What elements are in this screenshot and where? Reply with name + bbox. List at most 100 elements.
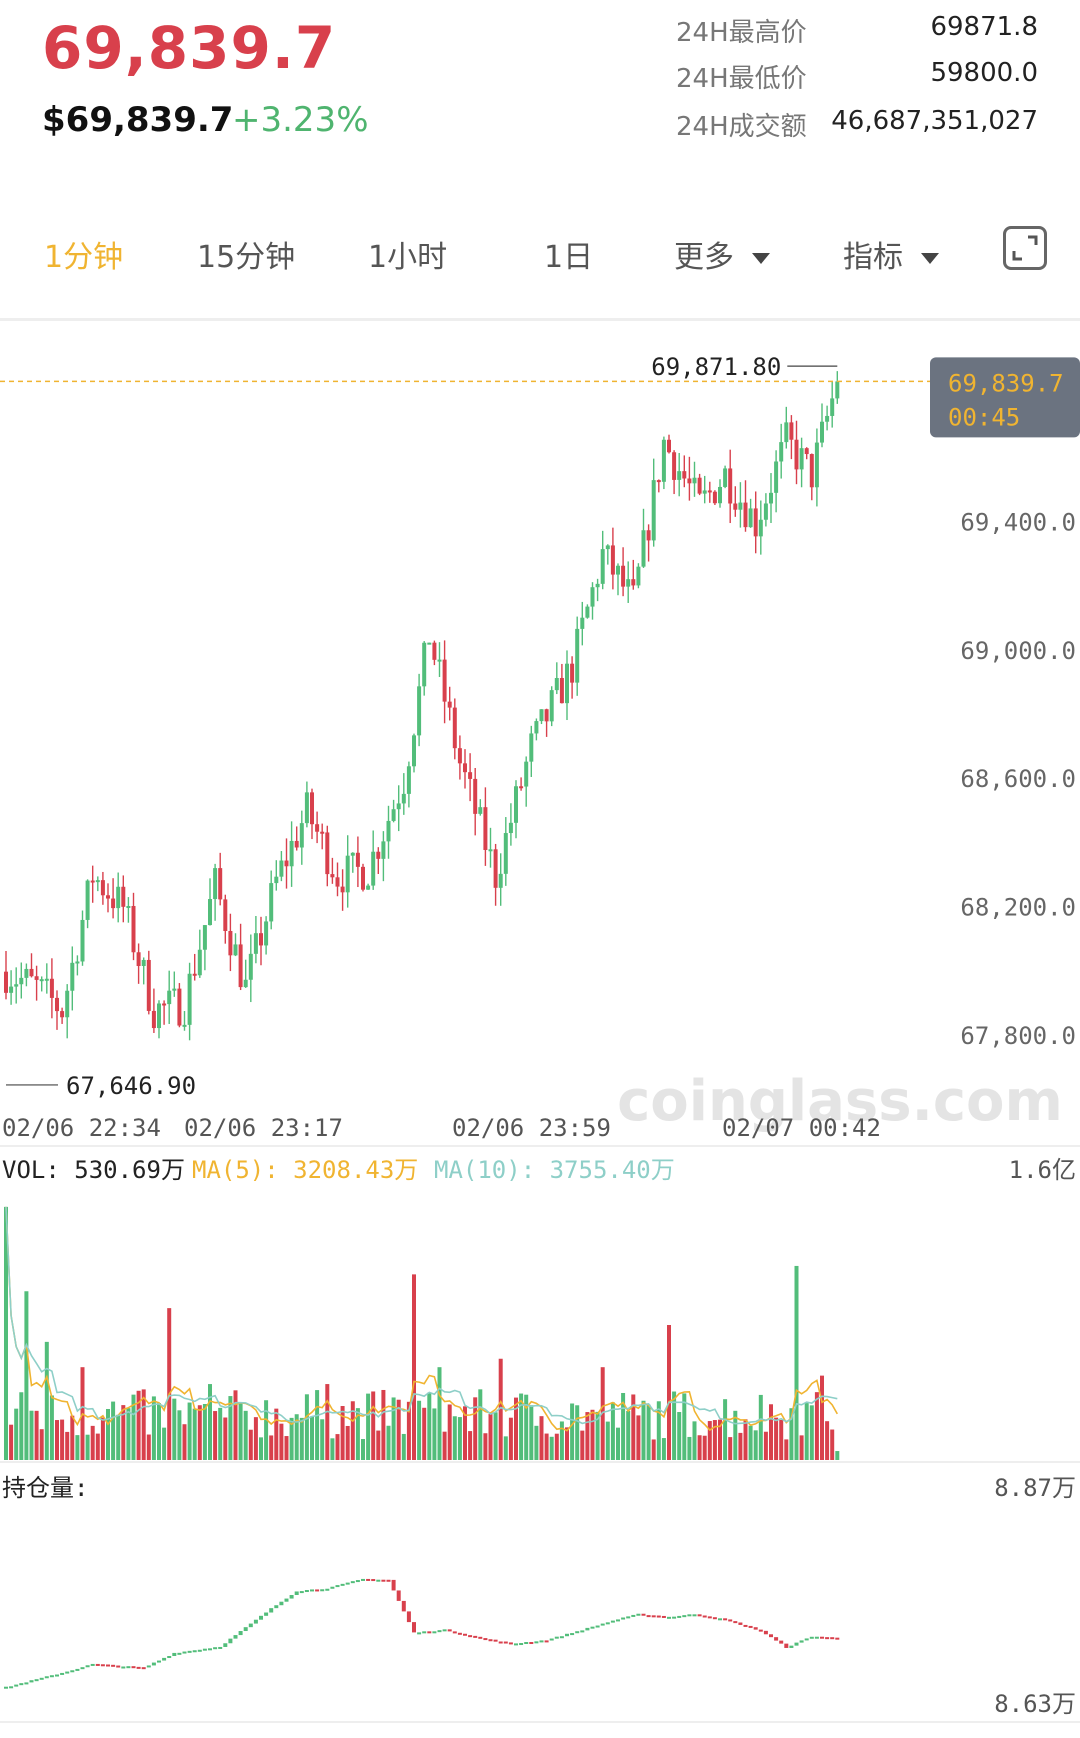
candle-body xyxy=(718,486,722,504)
volume-bar xyxy=(213,1411,218,1460)
tab-1h[interactable]: 1小时 xyxy=(368,240,448,275)
candle-body xyxy=(19,977,24,985)
oi-bar xyxy=(498,1641,503,1644)
candle-body xyxy=(315,824,320,832)
volume-bar xyxy=(697,1435,702,1460)
volume-bar xyxy=(136,1390,141,1460)
oi-bar xyxy=(106,1664,110,1667)
candle-body xyxy=(391,809,396,821)
volume-bar xyxy=(126,1408,131,1460)
candle-body xyxy=(610,545,615,575)
volume-bar xyxy=(422,1407,427,1460)
volume-bar xyxy=(157,1403,161,1460)
volume-bar xyxy=(412,1274,416,1460)
candle-body xyxy=(90,880,95,883)
candle-body xyxy=(371,851,376,886)
volume-bar xyxy=(605,1421,610,1460)
oi-bar xyxy=(85,1665,90,1668)
candle-body xyxy=(595,583,600,588)
candle-body xyxy=(335,877,340,887)
volume-bar xyxy=(253,1417,258,1460)
expand-icon[interactable] xyxy=(1003,226,1047,270)
candle-body xyxy=(95,880,100,883)
caret-down-icon xyxy=(921,253,939,264)
candle-body xyxy=(202,925,207,950)
candle-body xyxy=(493,849,498,888)
candle-body xyxy=(238,944,243,988)
caret-down-icon xyxy=(752,253,770,264)
ma10-line xyxy=(5,1206,838,1425)
last-price-tag xyxy=(930,357,1080,438)
oi-bar xyxy=(60,1672,65,1675)
tab-1d[interactable]: 1日 xyxy=(544,240,594,275)
candle-body xyxy=(126,905,131,908)
candle-body xyxy=(208,899,212,926)
volume-bar xyxy=(116,1414,121,1460)
volume-bar xyxy=(814,1392,819,1460)
tab-1m[interactable]: 1分钟 xyxy=(44,240,124,275)
candle-body xyxy=(85,880,90,920)
oi-bar xyxy=(600,1623,605,1626)
volume-bar xyxy=(712,1420,717,1460)
volume-bar xyxy=(151,1396,156,1460)
volume-bar xyxy=(610,1402,615,1460)
high-price-label: 69,871.80 xyxy=(651,353,781,381)
oi-bar xyxy=(636,1613,641,1616)
candle-body xyxy=(279,860,284,877)
volume-bar xyxy=(406,1401,411,1460)
volume-label: VOL: 530.69万 xyxy=(2,1156,185,1184)
volume-bar xyxy=(728,1437,733,1460)
oi-bar xyxy=(412,1622,416,1633)
oi-bar xyxy=(733,1621,738,1624)
volume-bar xyxy=(4,1206,8,1460)
volume-bar xyxy=(330,1438,335,1460)
oi-bar xyxy=(539,1640,544,1643)
oi-bar xyxy=(259,1615,263,1620)
candle-body xyxy=(228,931,233,956)
oi-bar xyxy=(503,1641,508,1644)
oi-bar xyxy=(682,1615,687,1618)
oi-bar xyxy=(228,1638,233,1644)
candle-body xyxy=(218,868,223,900)
oi-bar xyxy=(463,1633,467,1636)
volume-bar xyxy=(799,1435,804,1460)
oi-bar xyxy=(177,1652,182,1655)
oi-bar xyxy=(315,1589,320,1592)
oi-bar xyxy=(814,1636,819,1639)
oi-bar xyxy=(233,1635,238,1639)
volume-bar xyxy=(259,1437,263,1460)
oi-bar xyxy=(799,1640,804,1643)
oi-bar xyxy=(565,1633,569,1637)
candle-body xyxy=(549,690,554,722)
candle-body xyxy=(478,807,483,814)
tab-indicators[interactable]: 指标 xyxy=(843,232,939,276)
tab-15m[interactable]: 15分钟 xyxy=(197,240,296,275)
volume-bar xyxy=(202,1403,207,1460)
candle-body xyxy=(432,642,437,660)
candle-body xyxy=(447,701,452,708)
oi-bar xyxy=(641,1613,646,1616)
candle-body xyxy=(192,973,197,976)
oi-bar xyxy=(488,1639,493,1642)
volume-bar xyxy=(182,1424,187,1460)
candle-body xyxy=(116,886,121,909)
x-tick-label: 02/06 22:34 xyxy=(2,1114,161,1142)
oi-bar xyxy=(835,1637,840,1640)
oi-bar xyxy=(432,1631,437,1634)
oi-bar xyxy=(294,1591,299,1596)
volume-bar xyxy=(335,1434,340,1460)
oi-bar xyxy=(524,1642,529,1645)
candle-body xyxy=(626,579,631,587)
candle-body xyxy=(355,852,360,867)
oi-bar xyxy=(284,1598,289,1602)
kline-chart[interactable]: coinglass.com 69,400.0 69,000.0 68,600.0 68,… xyxy=(0,330,1080,1738)
oi-bar xyxy=(218,1646,223,1649)
candle-body xyxy=(483,807,488,850)
tab-more[interactable]: 更多 xyxy=(674,232,770,276)
volume-bar xyxy=(483,1433,488,1460)
candle-body xyxy=(651,480,656,541)
oi-bar xyxy=(651,1615,656,1618)
oi-bar xyxy=(330,1586,335,1589)
oi-bar xyxy=(162,1657,167,1661)
candle-body xyxy=(422,642,427,687)
